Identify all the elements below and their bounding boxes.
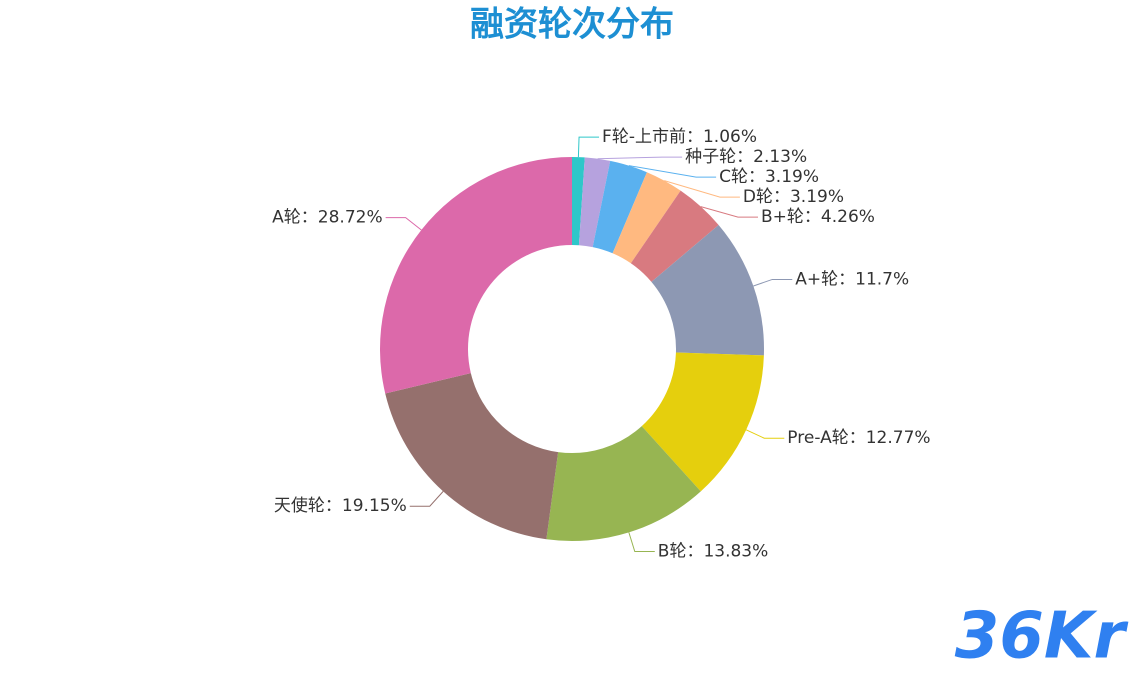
label-separator: ：	[849, 428, 866, 448]
label-name: F轮-上市前	[602, 127, 686, 147]
label-value: 3.19%	[765, 167, 819, 187]
label-separator: ：	[325, 496, 342, 516]
slice-label: C轮：3.19%	[719, 167, 819, 187]
slice	[592, 160, 647, 254]
chart-title: 融资轮次分布	[470, 5, 674, 45]
slice	[546, 426, 701, 541]
label-value: 1.06%	[703, 127, 757, 147]
label-name: B轮	[658, 541, 687, 561]
slice-label: B+轮：4.26%	[761, 207, 875, 227]
label-value: 3.19%	[790, 187, 844, 207]
label-value: 12.77%	[866, 428, 931, 448]
label-separator: ：	[748, 167, 765, 187]
slice	[379, 157, 572, 394]
label-name: C轮	[719, 167, 748, 187]
slice	[578, 157, 611, 248]
label-name: A+轮	[795, 269, 838, 289]
slice-label: Pre-A轮：12.77%	[787, 428, 930, 448]
leader-line	[753, 278, 793, 287]
label-value: 11.7%	[855, 269, 909, 289]
slice-label: B轮：13.83%	[658, 541, 769, 561]
leader-line	[700, 206, 758, 218]
label-separator: ：	[301, 208, 318, 228]
label-separator: ：	[686, 127, 703, 147]
label-value: 28.72%	[318, 208, 383, 228]
leader-line	[664, 180, 740, 198]
slice	[651, 225, 764, 356]
leader-line	[597, 156, 683, 160]
watermark: 36Kr	[955, 600, 1129, 674]
label-value: 2.13%	[753, 147, 807, 167]
slice-label: D轮：3.19%	[743, 187, 844, 207]
label-separator: ：	[736, 147, 753, 167]
leader-line	[385, 217, 422, 231]
label-separator: ：	[804, 207, 821, 227]
label-name: B+轮	[761, 207, 804, 227]
slice-label: 天使轮：19.15%	[274, 495, 407, 516]
label-name: Pre-A轮	[787, 428, 848, 448]
slice	[630, 190, 719, 282]
label-name: 种子轮	[685, 147, 736, 167]
leader-line	[628, 165, 717, 178]
slice-label: 种子轮：2.13%	[685, 147, 807, 167]
label-name: D轮	[743, 187, 773, 207]
leader-line	[745, 429, 785, 439]
slice	[641, 352, 764, 492]
label-separator: ：	[686, 541, 703, 561]
slice-label: F轮-上市前：1.06%	[602, 127, 757, 147]
leader-line	[409, 491, 444, 507]
slice-label: A轮：28.72%	[272, 208, 382, 228]
slice	[612, 172, 681, 264]
leader-line	[577, 136, 600, 158]
leader-line	[628, 532, 655, 552]
slice	[385, 373, 559, 540]
label-name: 天使轮	[274, 495, 325, 516]
slice	[572, 157, 585, 246]
label-value: 13.83%	[703, 541, 768, 561]
label-separator: ：	[773, 187, 790, 207]
label-separator: ：	[838, 269, 855, 289]
label-value: 19.15%	[342, 496, 407, 516]
label-name: A轮	[272, 208, 301, 228]
slice-label: A+轮：11.7%	[795, 269, 909, 289]
label-value: 4.26%	[821, 207, 875, 227]
